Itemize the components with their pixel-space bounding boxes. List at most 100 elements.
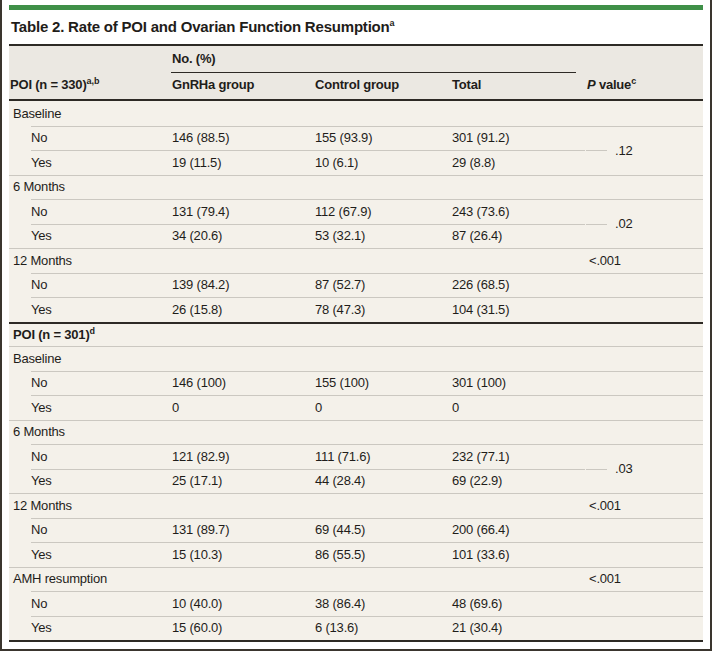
row-label: No (9, 277, 171, 292)
row-label: No (9, 204, 171, 219)
p-value: <.001 (586, 253, 703, 268)
cell-control: 87 (52.7) (314, 277, 451, 292)
cell-total: 200 (66.4) (451, 522, 586, 537)
table-body: Baseline No 146 (88.5) 155 (93.9) 301 (9… (9, 101, 703, 640)
cell-gnrha: 15 (10.3) (171, 547, 314, 562)
cell-gnrha: 34 (20.6) (171, 228, 314, 243)
table-row: No 139 (84.2) 87 (52.7) 226 (68.5) (9, 273, 703, 298)
cell-gnrha: 139 (84.2) (171, 277, 314, 292)
cell-total: 243 (73.6) (451, 204, 586, 219)
table-row: Yes 15 (10.3) 86 (55.5) 101 (33.6) (9, 542, 703, 567)
section-row: Baseline (9, 101, 703, 126)
header-empty-cell (9, 67, 171, 73)
section-row: 12 Months <.001 (9, 248, 703, 273)
row-pair: No 131 (79.4) 112 (67.9) 243 (73.6) Yes … (9, 199, 703, 248)
row-label: No (9, 130, 171, 145)
row-label: Yes (9, 228, 171, 243)
cell-control: 111 (71.6) (314, 449, 451, 464)
cell-gnrha: 10 (40.0) (171, 596, 314, 611)
cell-control: 6 (13.6) (314, 620, 451, 635)
table-row: Yes 0 0 0 (9, 395, 703, 420)
section-row: Baseline (9, 346, 703, 371)
column-header-total: Total (451, 77, 586, 99)
cell-total: 48 (69.6) (451, 596, 586, 611)
screenshot-frame: Table 2. Rate of POI and Ovarian Functio… (0, 0, 712, 651)
cell-gnrha: 15 (60.0) (171, 620, 314, 635)
table-row: No 131 (89.7) 69 (44.5) 200 (66.4) (9, 518, 703, 543)
section-label: AMH resumption (9, 571, 586, 586)
cell-total: 29 (8.8) (451, 155, 586, 170)
header-group-row: No. (%) (9, 46, 703, 73)
table-row: Yes 15 (60.0) 6 (13.6) 21 (30.4) (9, 616, 703, 641)
cell-total: 232 (77.1) (451, 449, 586, 464)
cell-total: 21 (30.4) (451, 620, 586, 635)
cell-total: 87 (26.4) (451, 228, 586, 243)
cell-control: 155 (93.9) (314, 130, 451, 145)
cell-gnrha: 25 (17.1) (171, 473, 314, 488)
cell-control: 112 (67.9) (314, 204, 451, 219)
column-header-gnrha: GnRHa group (171, 77, 314, 99)
footnote-sup: c (631, 76, 636, 86)
cell-gnrha: 131 (89.7) (171, 522, 314, 537)
title-footnote-sup: a (390, 18, 395, 28)
p-value: .02 (585, 199, 703, 248)
cell-control: 0 (314, 400, 451, 415)
p-value: <.001 (586, 498, 703, 513)
group-header-row: POI (n = 301)d (9, 322, 703, 347)
table-row: No 146 (100) 155 (100) 301 (100) (9, 371, 703, 396)
cell-gnrha: 121 (82.9) (171, 449, 314, 464)
cell-control: 53 (32.1) (314, 228, 451, 243)
cell-control: 38 (86.4) (314, 596, 451, 611)
section-row: 6 Months (9, 420, 703, 445)
cell-total: 104 (31.5) (451, 302, 586, 317)
section-row: AMH resumption <.001 (9, 567, 703, 592)
column-header-poi330: POI (n = 330)a,b (9, 76, 171, 99)
row-label: Yes (9, 400, 171, 415)
row-label: Yes (9, 302, 171, 317)
row-label: No (9, 596, 171, 611)
cell-gnrha: 146 (88.5) (171, 130, 314, 145)
p-value: <.001 (586, 571, 703, 586)
group-label: POI (n = 301)d (9, 326, 586, 342)
cell-gnrha: 0 (171, 400, 314, 415)
table-title-text: Table 2. Rate of POI and Ovarian Functio… (11, 18, 390, 35)
footnote-sup: a,b (87, 76, 100, 86)
section-row: 6 Months (9, 175, 703, 200)
cell-control: 69 (44.5) (314, 522, 451, 537)
cell-gnrha: 131 (79.4) (171, 204, 314, 219)
column-header-pvalue: P valuec (586, 76, 703, 99)
cell-control: 86 (55.5) (314, 547, 451, 562)
row-label: No (9, 522, 171, 537)
row-pair: No 146 (88.5) 155 (93.9) 301 (91.2) Yes … (9, 126, 703, 175)
footnote-sup: d (90, 326, 96, 336)
cell-total: 69 (22.9) (451, 473, 586, 488)
header-empty-cell (586, 67, 703, 73)
section-row: 12 Months <.001 (9, 493, 703, 518)
row-label: Yes (9, 620, 171, 635)
cell-gnrha: 146 (100) (171, 375, 314, 390)
section-label: 12 Months (9, 253, 586, 268)
cell-total: 301 (91.2) (451, 130, 586, 145)
cell-control: 44 (28.4) (314, 473, 451, 488)
section-label: Baseline (9, 351, 586, 366)
table-title: Table 2. Rate of POI and Ovarian Functio… (9, 10, 703, 44)
row-label: Yes (9, 155, 171, 170)
row-label: Yes (9, 473, 171, 488)
cell-gnrha: 19 (11.5) (171, 155, 314, 170)
p-value: .03 (585, 444, 703, 493)
p-value: .12 (585, 126, 703, 175)
row-label: No (9, 449, 171, 464)
cell-gnrha: 26 (15.8) (171, 302, 314, 317)
table-header: No. (%) POI (n = 330)a,b GnRHa group Con… (9, 46, 703, 99)
header-columns-row: POI (n = 330)a,b GnRHa group Control gro… (9, 73, 703, 99)
row-pair: No 121 (82.9) 111 (71.6) 232 (77.1) Yes … (9, 444, 703, 493)
cell-control: 155 (100) (314, 375, 451, 390)
table-row: Yes 26 (15.8) 78 (47.3) 104 (31.5) (9, 297, 703, 322)
header-group-label: No. (%) (171, 51, 576, 73)
section-label: 12 Months (9, 498, 586, 513)
section-label: 6 Months (9, 179, 586, 194)
cell-total: 301 (100) (451, 375, 586, 390)
section-label: 6 Months (9, 424, 586, 439)
cell-total: 0 (451, 400, 586, 415)
table-row: No 10 (40.0) 38 (86.4) 48 (69.6) (9, 591, 703, 616)
